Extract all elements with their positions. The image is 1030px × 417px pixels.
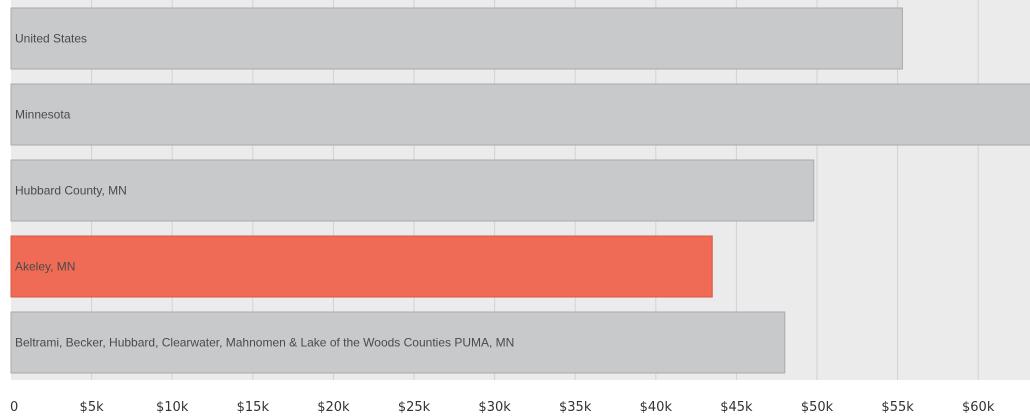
x-tick-label: $30k: [478, 400, 511, 415]
x-tick-label: $10k: [156, 400, 189, 415]
bar[interactable]: [10, 311, 786, 374]
bar-label: United States: [15, 32, 87, 46]
x-axis-ticks: 0 $5k $10k $15k $20k $25k $30k $35k $40k $45k $50k…: [10, 400, 995, 415]
bar-label: Akeley, MN: [15, 260, 75, 274]
bar-label: Hubbard County, MN: [15, 184, 127, 198]
x-tick-label: $35k: [559, 400, 592, 415]
x-tick-label: $5k: [80, 400, 105, 415]
bars: United States Minnesota Hubbard County, MN…: [10, 7, 1030, 374]
x-tick-label: $60k: [962, 400, 995, 415]
highlight-bar[interactable]: [10, 235, 713, 298]
x-tick-label: $25k: [398, 400, 431, 415]
bar[interactable]: [10, 83, 1030, 146]
x-tick-label: $15k: [237, 400, 270, 415]
x-tick-label: $40k: [640, 400, 673, 415]
x-tick-label: $55k: [881, 400, 914, 415]
bar[interactable]: [10, 7, 903, 70]
x-tick-label: 0: [10, 400, 18, 415]
bar-label: Minnesota: [15, 108, 71, 122]
bar-label: Beltrami, Becker, Hubbard, Clearwater, M…: [15, 336, 514, 350]
x-tick-label: $50k: [801, 400, 834, 415]
bar[interactable]: [10, 159, 815, 222]
x-tick-label: $20k: [317, 400, 350, 415]
x-tick-label: $45k: [720, 400, 753, 415]
